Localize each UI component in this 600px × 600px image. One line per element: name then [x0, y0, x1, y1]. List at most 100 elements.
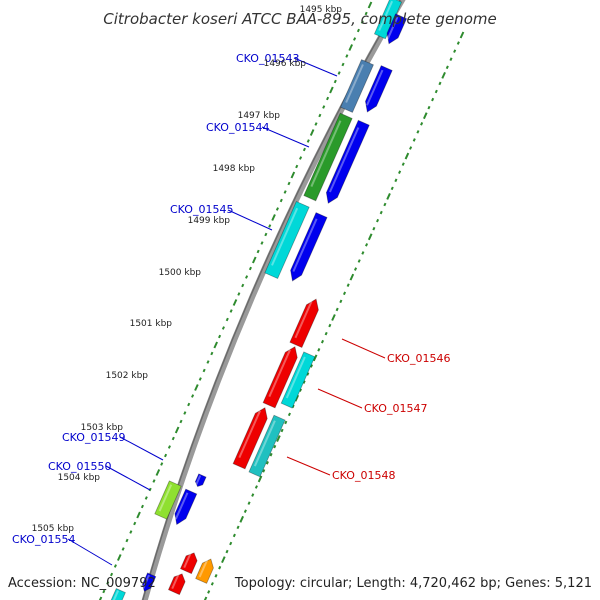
scale-tick [404, 152, 410, 160]
scale-tick [309, 129, 315, 136]
cds-feature-highlight [366, 69, 384, 106]
cds-feature-body [167, 573, 186, 596]
gene-leader-line [119, 436, 164, 461]
scale-tick [117, 554, 122, 561]
cds-feature [167, 573, 186, 596]
cds-feature-highlight [183, 552, 192, 569]
scale-tick [275, 207, 279, 211]
scale-tick [252, 256, 257, 264]
scale-tick [353, 267, 358, 271]
scale-tick [416, 130, 420, 134]
gene-label-reverse: CKO_01547 [364, 402, 427, 415]
scale-tick [328, 323, 332, 328]
scale-tick [229, 541, 233, 546]
scale-tick [198, 377, 202, 381]
scale-tick [409, 146, 413, 150]
cds-feature-highlight [238, 410, 261, 459]
scale-tick [383, 202, 387, 207]
cds-feature [142, 572, 157, 592]
scale-tick [102, 589, 106, 594]
scale-tick [346, 283, 350, 287]
outer-scale-ring [203, 31, 465, 600]
scale-tick [318, 113, 322, 118]
gene-leader-line [341, 338, 386, 359]
scale-tick [276, 435, 281, 442]
scale-tick [210, 582, 214, 586]
gene-leader-line [227, 209, 273, 231]
cds-feature [179, 552, 198, 575]
scale-tick [133, 521, 137, 526]
kbp-label: 1504 kbp [58, 473, 101, 483]
inner-scale-ring [98, 1, 373, 600]
scale-tick [218, 565, 222, 570]
cds-feature [264, 200, 310, 280]
cds-feature [325, 119, 370, 204]
topology-text: Topology: circular; Length: 4,720,462 bp… [234, 576, 592, 591]
scale-tick [269, 452, 273, 457]
scale-tick [206, 360, 210, 364]
scale-tick [434, 89, 438, 94]
cds-feature-body [179, 552, 198, 575]
scale-tick [247, 501, 251, 505]
scale-tick [264, 232, 268, 237]
cds-feature-highlight [378, 0, 394, 31]
scale-tick [372, 226, 376, 231]
cds-feature-body [290, 212, 328, 282]
scale-tick [398, 170, 402, 174]
accession-text: Accession: NC_009792 [8, 576, 156, 591]
gene-label-forward: CKO_01549 [62, 431, 125, 444]
scale-tick [179, 419, 183, 424]
cds-feature-body [264, 200, 310, 280]
scale-tick [314, 122, 318, 126]
cds-feature [303, 112, 353, 202]
cds-feature-body [289, 298, 319, 349]
scale-tick [298, 388, 302, 392]
scale-tick [241, 283, 245, 288]
scale-tick [243, 509, 247, 513]
cds-feature-highlight [253, 420, 276, 467]
scale-tick [345, 54, 349, 58]
scale-tick [155, 469, 161, 476]
gene-label-reverse: CKO_01546 [387, 352, 450, 365]
scale-tick [441, 71, 446, 79]
kbp-label: 1502 kbp [106, 371, 149, 381]
gene-labels: CKO_01543 CKO_01544 CKO_01545 CKO_01549 CKO_… [12, 52, 450, 566]
scale-tick [271, 214, 276, 221]
cds-feature-body [195, 558, 214, 584]
scale-tick [329, 86, 334, 94]
scale-tick [279, 198, 283, 203]
scale-tick [171, 436, 175, 441]
scale-tick [412, 138, 416, 142]
feature-tracks [98, 0, 465, 600]
kbp-label: 1498 kbp [213, 164, 256, 174]
cds-feature-highlight [386, 16, 399, 40]
kbp-label: 1505 kbp [32, 524, 75, 534]
cds-feature [365, 65, 393, 113]
cds-feature-highlight [112, 590, 120, 600]
gene-label-forward: CKO_01554 [12, 533, 75, 546]
scale-tick [256, 249, 260, 254]
scale-tick [257, 475, 263, 483]
cds-feature-body [154, 480, 182, 520]
cds-feature-highlight [158, 484, 173, 512]
scale-tick [167, 445, 171, 449]
scale-tick [152, 479, 156, 483]
cds-feature-body [142, 572, 157, 592]
scale-tick [349, 273, 355, 281]
cds-feature [289, 298, 319, 349]
scale-tick [207, 590, 211, 594]
scale-tick [110, 572, 114, 577]
kbp-label: 1495 kbp [300, 5, 343, 15]
cds-feature-highlight [174, 492, 189, 520]
scale-tick [339, 299, 343, 304]
cds-feature-highlight [294, 300, 313, 339]
cds-feature-body [373, 0, 403, 40]
scale-tick [445, 65, 449, 70]
scale-tick [129, 530, 133, 534]
scale-tick [144, 496, 148, 500]
scale-tick [214, 574, 218, 578]
cds-feature [194, 473, 207, 487]
gene-leader-line [105, 465, 151, 491]
gene-label-reverse: CKO_01548 [332, 469, 395, 482]
cds-feature [154, 480, 182, 520]
